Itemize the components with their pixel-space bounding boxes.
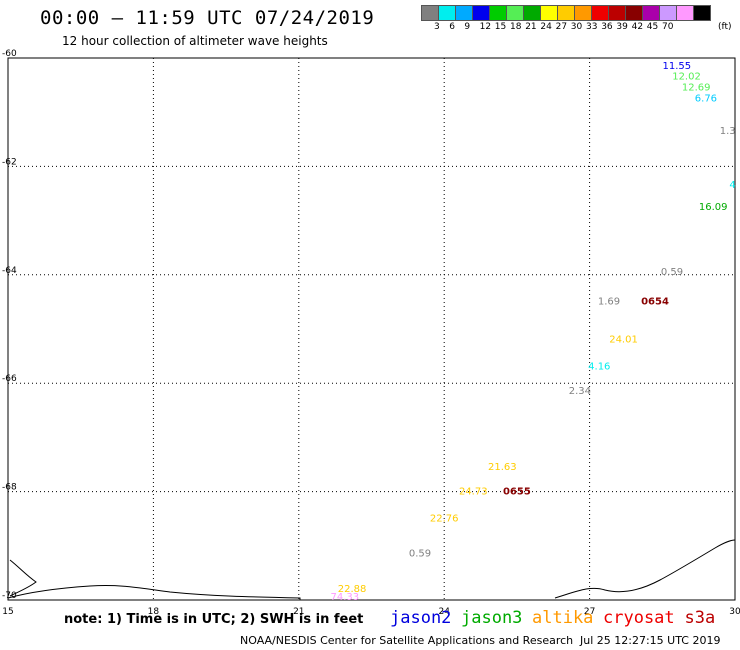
color-scale-label: 70 [662, 22, 674, 32]
coastline [7, 584, 301, 601]
satellite-legend-item: cryosat [603, 608, 675, 628]
generated-timestamp: Jul 25 12:27:15 UTC 2019 [580, 634, 721, 647]
wave-height-label: 2.34 [569, 386, 591, 397]
wave-height-label: 4 [729, 180, 735, 191]
wave-height-label: 12.02 [672, 72, 701, 83]
color-scale-label: 45 [646, 22, 659, 32]
coastline [9, 559, 37, 597]
color-swatch [693, 5, 711, 21]
x-tick-label: 30 [729, 607, 740, 617]
wave-height-label: 12.69 [682, 83, 711, 94]
satellite-legend-item: s3a [684, 608, 716, 628]
color-scale-label: 9 [464, 22, 471, 32]
color-scale-label: 27 [555, 22, 568, 32]
wave-height-label: 22.88 [338, 584, 367, 595]
color-swatch [676, 5, 694, 21]
color-swatch [489, 5, 507, 21]
color-scale-label: 39 [616, 22, 628, 32]
y-tick-label: -66 [2, 374, 17, 384]
x-tick-label: 24 [438, 607, 450, 617]
color-scale-label: 36 [601, 22, 613, 32]
color-scale-label: 15 [494, 22, 507, 32]
color-swatch [455, 5, 473, 21]
color-swatch [625, 5, 643, 21]
color-scale-label: 42 [631, 22, 644, 32]
y-tick-label: -70 [2, 591, 17, 601]
x-tick-label: 15 [2, 607, 13, 617]
x-tick-label: 18 [148, 607, 160, 617]
wave-height-label: 0.59 [409, 549, 431, 560]
color-scale-label: 12 [479, 22, 492, 32]
credit-line: NOAA/NESDIS Center for Satellite Applica… [240, 634, 574, 647]
color-scale-label: 3 [434, 22, 440, 32]
color-scale [421, 5, 711, 21]
wave-height-label: 24.73 [459, 486, 488, 497]
x-tick-label: 21 [293, 607, 304, 617]
wave-height-label: 6.76 [695, 93, 717, 104]
color-swatch [523, 5, 541, 21]
plot-frame [7, 57, 736, 601]
wave-height-label: 0654 [641, 297, 669, 308]
wave-height-label: 0.59 [661, 267, 683, 278]
color-scale-label: 18 [510, 22, 522, 32]
y-tick-label: -68 [2, 483, 17, 493]
color-swatch [438, 5, 456, 21]
satellite-legend-item: jason3 [461, 608, 523, 628]
satellite-legend-item: jason2 [390, 608, 452, 628]
color-swatch [506, 5, 524, 21]
wave-height-label: 0655 [503, 486, 531, 497]
color-swatch [591, 5, 609, 21]
wave-height-label: 4.16 [588, 362, 610, 373]
y-tick-label: -60 [2, 49, 17, 59]
wave-height-label: 22.76 [430, 513, 459, 524]
color-scale-label: 21 [525, 22, 537, 32]
wave-height-label: 1.69 [598, 297, 620, 308]
color-swatch [608, 5, 626, 21]
x-tick-label: 27 [584, 607, 595, 617]
satellite-legend-item: altika [532, 608, 594, 628]
wave-height-label: 11.55 [663, 61, 692, 72]
color-swatch [557, 5, 575, 21]
color-swatch [574, 5, 592, 21]
page-title: 00:00 – 11:59 UTC 07/24/2019 [40, 7, 375, 29]
wave-height-label: 16.09 [699, 202, 728, 213]
wave-height-label: 24.01 [609, 335, 638, 346]
color-scale-label: 24 [540, 22, 552, 32]
color-swatch [421, 5, 439, 21]
page-subtitle: 12 hour collection of altimeter wave hei… [62, 34, 328, 48]
footer-note: note: 1) Time is in UTC; 2) SWH is in fe… [64, 612, 364, 627]
color-scale-unit: (ft) [718, 22, 732, 32]
coastline [554, 539, 736, 599]
color-scale-label: 6 [449, 22, 455, 32]
wave-height-label: 1.3 [720, 126, 736, 137]
wave-height-label: 21.63 [488, 462, 517, 473]
color-swatch [659, 5, 677, 21]
y-tick-label: -62 [2, 157, 17, 167]
color-scale-label: 33 [586, 22, 598, 32]
color-swatch [540, 5, 558, 21]
color-scale-label: 30 [570, 22, 583, 32]
color-swatch [642, 5, 660, 21]
wave-height-label: 74.33 [331, 592, 360, 603]
y-tick-label: -64 [2, 266, 17, 276]
color-swatch [472, 5, 490, 21]
